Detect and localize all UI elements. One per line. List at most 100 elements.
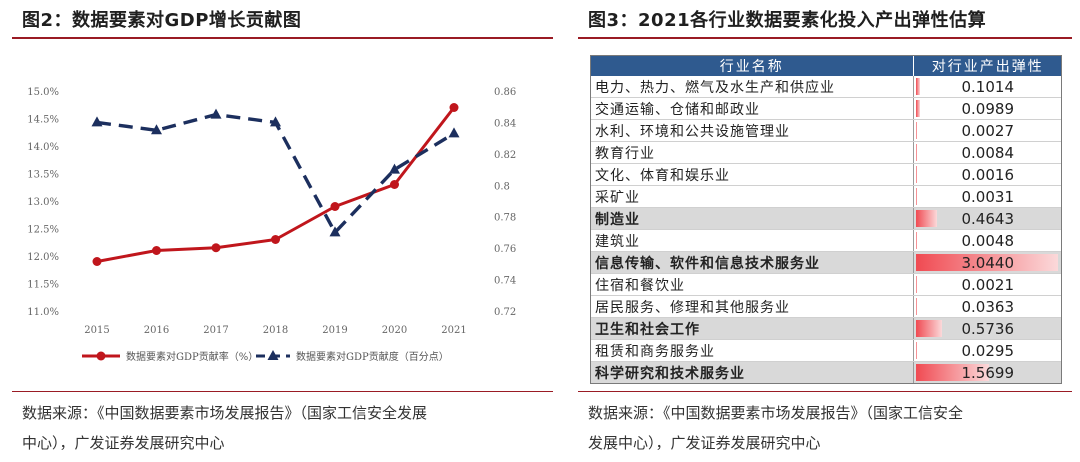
contribution-degree-point bbox=[448, 127, 460, 138]
table-row: 住宿和餐饮业 0.0021 bbox=[591, 273, 1062, 296]
elasticity-cell: 0.0016 bbox=[913, 163, 1062, 186]
industry-name: 文化、体育和娱乐业 bbox=[591, 163, 914, 186]
industry-name: 交通运输、仓储和邮政业 bbox=[591, 97, 914, 120]
elasticity-value: 0.0989 bbox=[961, 99, 1015, 118]
industry-name: 水利、环境和公共设施管理业 bbox=[591, 119, 914, 142]
right-panel-title: 图3：2021各行业数据要素化投入产出弹性估算 bbox=[588, 10, 987, 31]
y-right-tick-label: 0.84 bbox=[494, 118, 516, 129]
table-row: 电力、热力、燃气及水生产和供应业 0.1014 bbox=[591, 76, 1062, 98]
left-bottom-rule bbox=[12, 391, 553, 392]
gdp-contribution-chart: 11.0% 11.5% 12.0% 12.5% 13.0% 13.5% 14.0% 14.5%… bbox=[27, 87, 516, 363]
elasticity-bar bbox=[915, 342, 918, 359]
right-source-line1: 数据来源：《中国数据要素市场发展报告》（国家工信安全 bbox=[588, 404, 964, 422]
x-tick-label: 2018 bbox=[263, 325, 288, 336]
left-panel-title: 图2：数据要素对GDP增长贡献图 bbox=[22, 10, 302, 31]
elasticity-value: 1.5699 bbox=[961, 363, 1015, 382]
industry-name: 采矿业 bbox=[591, 185, 914, 208]
y-right-tick-label: 0.74 bbox=[494, 276, 516, 287]
elasticity-value: 0.0048 bbox=[961, 231, 1015, 250]
elasticity-bar bbox=[915, 210, 938, 227]
contribution-rate-point bbox=[390, 180, 399, 189]
industry-name: 电力、热力、燃气及水生产和供应业 bbox=[591, 76, 914, 98]
x-tick-label: 2015 bbox=[84, 325, 109, 336]
y-left-tick-label: 15.0% bbox=[27, 87, 59, 98]
x-tick-label: 2016 bbox=[144, 325, 169, 336]
contribution-degree-point bbox=[210, 108, 222, 119]
contribution-rate-point bbox=[92, 257, 102, 266]
header-industry: 行业名称 bbox=[591, 56, 914, 76]
y-left-tick-label: 11.0% bbox=[27, 307, 59, 318]
y-left-tick-label: 12.0% bbox=[27, 252, 59, 263]
right-bottom-rule bbox=[578, 391, 1072, 392]
y-right-tick-label: 0.72 bbox=[494, 307, 516, 318]
elasticity-cell: 0.0989 bbox=[913, 97, 1062, 120]
legend-degree-marker bbox=[267, 350, 279, 360]
industry-name: 住宿和餐饮业 bbox=[591, 273, 914, 296]
elasticity-bar bbox=[915, 144, 918, 161]
left-source-line2: 中心），广发证券发展研究中心 bbox=[22, 434, 225, 452]
industry-name: 科学研究和技术服务业 bbox=[591, 361, 914, 384]
industry-name: 卫生和社会工作 bbox=[591, 317, 914, 340]
contribution-rate-point bbox=[211, 243, 221, 253]
elasticity-bar bbox=[915, 364, 990, 381]
table-row: 租赁和商务服务业 0.0295 bbox=[591, 339, 1062, 362]
industry-name: 居民服务、修理和其他服务业 bbox=[591, 295, 914, 318]
table-row: 水利、环境和公共设施管理业 0.0027 bbox=[591, 119, 1062, 142]
right-source-line2: 发展中心），广发证券发展研究中心 bbox=[588, 434, 821, 452]
y-right-tick-label: 0.8 bbox=[494, 181, 510, 192]
legend-degree-label: 数据要素对GDP贡献度（百分点） bbox=[296, 350, 449, 363]
elasticity-value: 0.0295 bbox=[961, 341, 1015, 360]
elasticity-value: 3.0440 bbox=[961, 253, 1015, 272]
legend-rate-label: 数据要素对GDP贡献率（%） bbox=[126, 350, 258, 363]
left-source: 数据来源：《中国数据要素市场发展报告》（国家工信安全发展 中心），广发证券发展研… bbox=[22, 398, 427, 458]
elasticity-bar bbox=[915, 298, 918, 315]
elasticity-value: 0.4643 bbox=[961, 209, 1015, 228]
industry-name: 制造业 bbox=[591, 207, 914, 230]
y-left-tick-label: 13.0% bbox=[27, 197, 59, 208]
elasticity-cell: 0.0027 bbox=[913, 119, 1062, 142]
y-right-tick-label: 0.76 bbox=[494, 244, 516, 255]
elasticity-cell: 0.0084 bbox=[913, 141, 1062, 164]
elasticity-value: 0.0021 bbox=[961, 275, 1015, 294]
table-header-row: 行业名称 对行业产出弹性 bbox=[591, 56, 1062, 76]
elasticity-value: 0.5736 bbox=[961, 319, 1015, 338]
table-row: 文化、体育和娱乐业 0.0016 bbox=[591, 163, 1062, 186]
contribution-degree-point bbox=[151, 124, 162, 135]
table-row: 居民服务、修理和其他服务业 0.0363 bbox=[591, 295, 1062, 318]
elasticity-cell: 0.0363 bbox=[913, 295, 1062, 318]
contribution-rate-point bbox=[449, 103, 459, 112]
table-row: 信息传输、软件和信息技术服务业 3.0440 bbox=[591, 251, 1062, 274]
y-left-tick-label: 14.0% bbox=[27, 142, 59, 153]
elasticity-cell: 0.0295 bbox=[913, 339, 1062, 362]
elasticity-cell: 0.0031 bbox=[913, 185, 1062, 208]
contribution-degree-point bbox=[389, 163, 400, 174]
y-left-tick-label: 13.5% bbox=[27, 170, 59, 181]
industry-name: 教育行业 bbox=[591, 141, 914, 164]
industry-name: 租赁和商务服务业 bbox=[591, 339, 914, 362]
elasticity-bar bbox=[915, 232, 918, 249]
left-source-line1: 数据来源：《中国数据要素市场发展报告》（国家工信安全发展 bbox=[22, 404, 428, 422]
y-left-tick-label: 11.5% bbox=[27, 280, 59, 291]
elasticity-cell: 0.0048 bbox=[913, 229, 1062, 252]
x-tick-label: 2017 bbox=[203, 325, 228, 336]
right-title-rule bbox=[578, 37, 1072, 39]
elasticity-bar bbox=[915, 100, 921, 117]
table-row: 教育行业 0.0084 bbox=[591, 141, 1062, 164]
x-tick-label: 2020 bbox=[382, 325, 407, 336]
elasticity-value: 0.0031 bbox=[961, 187, 1015, 206]
table-row: 交通运输、仓储和邮政业 0.0989 bbox=[591, 97, 1062, 120]
elasticity-bar bbox=[915, 188, 918, 205]
industry-name: 建筑业 bbox=[591, 229, 914, 252]
table-row: 采矿业 0.0031 bbox=[591, 185, 1062, 208]
elasticity-bar bbox=[915, 122, 918, 139]
table-row: 卫生和社会工作 0.5736 bbox=[591, 317, 1062, 340]
contribution-rate-point bbox=[330, 202, 340, 211]
header-elasticity: 对行业产出弹性 bbox=[913, 56, 1062, 76]
elasticity-bar bbox=[915, 254, 1059, 271]
elasticity-bar bbox=[915, 276, 918, 293]
elasticity-table: 行业名称 对行业产出弹性 电力、热力、燃气及水生产和供应业 0.1014 交通运输、… bbox=[591, 56, 1062, 384]
x-tick-label: 2021 bbox=[441, 325, 466, 336]
elasticity-value: 0.0027 bbox=[961, 121, 1015, 140]
elasticity-bar bbox=[915, 78, 921, 95]
elasticity-cell: 0.0021 bbox=[913, 273, 1062, 296]
